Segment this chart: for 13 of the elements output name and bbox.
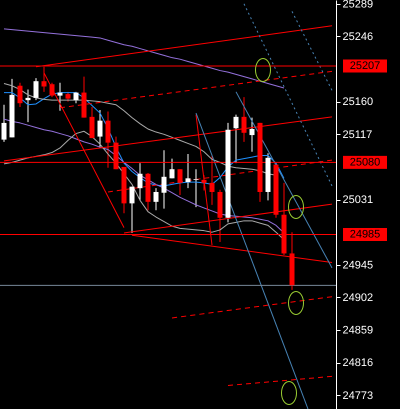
- y-tick-label: 25160: [342, 96, 374, 108]
- ref-line-label: 25207: [350, 60, 380, 72]
- y-tick-label: 24945: [342, 259, 374, 272]
- y-tick-label: 25031: [342, 194, 374, 206]
- ref-line-label: 24985: [350, 228, 380, 240]
- y-tick-label: 25117: [342, 128, 372, 141]
- y-tick-label: 25289: [342, 0, 374, 10]
- ref-line-label: 25080: [350, 156, 380, 168]
- y-tick-label: 25246: [342, 30, 374, 43]
- y-tick-label: 24902: [342, 292, 374, 304]
- y-tick-label: 24816: [342, 357, 374, 370]
- y-tick-label: 24859: [342, 324, 374, 337]
- y-tick-label: 24773: [342, 390, 374, 402]
